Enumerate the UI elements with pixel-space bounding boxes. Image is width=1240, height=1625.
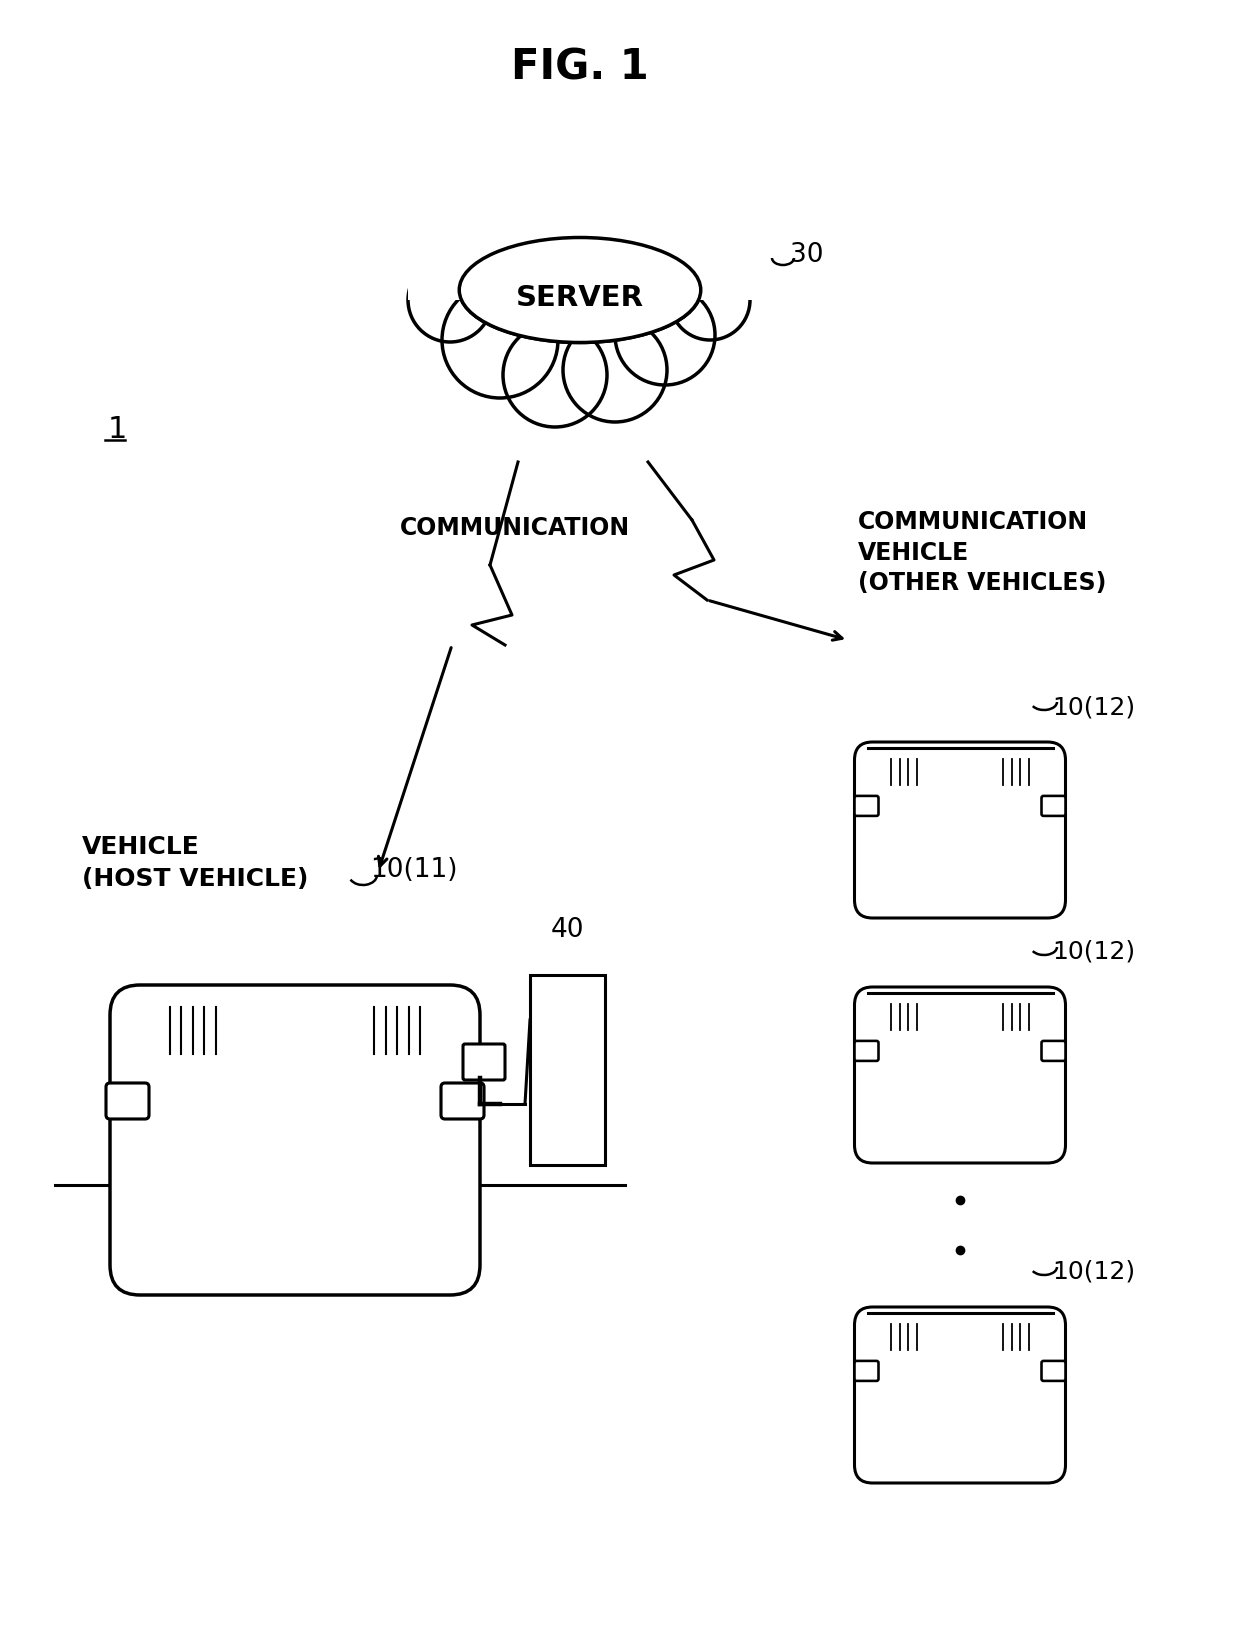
FancyBboxPatch shape: [1042, 796, 1065, 816]
Ellipse shape: [459, 237, 701, 343]
FancyBboxPatch shape: [882, 752, 926, 791]
Text: 1: 1: [108, 416, 128, 445]
FancyBboxPatch shape: [854, 986, 1065, 1164]
Circle shape: [503, 323, 608, 427]
FancyBboxPatch shape: [854, 1042, 878, 1061]
FancyBboxPatch shape: [994, 998, 1038, 1037]
FancyBboxPatch shape: [854, 1360, 878, 1381]
FancyBboxPatch shape: [463, 1043, 505, 1081]
FancyBboxPatch shape: [994, 752, 1038, 791]
FancyBboxPatch shape: [854, 743, 1065, 918]
FancyBboxPatch shape: [110, 985, 480, 1295]
FancyBboxPatch shape: [882, 1318, 926, 1355]
Text: 10(11): 10(11): [370, 856, 458, 882]
FancyBboxPatch shape: [882, 998, 926, 1037]
Circle shape: [615, 284, 715, 385]
Bar: [529, 975, 605, 1165]
FancyBboxPatch shape: [1042, 1042, 1065, 1061]
FancyBboxPatch shape: [441, 1082, 484, 1120]
Text: 30: 30: [790, 242, 823, 268]
Ellipse shape: [459, 237, 701, 343]
Text: 10(12): 10(12): [1052, 939, 1135, 964]
Text: SERVER: SERVER: [516, 284, 644, 312]
Text: COMMUNICATION: COMMUNICATION: [401, 517, 630, 540]
FancyBboxPatch shape: [105, 1082, 149, 1120]
Bar: [408, 188, 753, 301]
FancyBboxPatch shape: [157, 998, 228, 1061]
Circle shape: [441, 283, 558, 398]
FancyBboxPatch shape: [854, 796, 878, 816]
Text: FIG. 1: FIG. 1: [511, 47, 649, 89]
Text: 10(12): 10(12): [1052, 696, 1135, 718]
Text: 40: 40: [551, 916, 584, 942]
Text: COMMUNICATION
VEHICLE
(OTHER VEHICLES): COMMUNICATION VEHICLE (OTHER VEHICLES): [858, 510, 1106, 595]
FancyBboxPatch shape: [362, 998, 433, 1061]
Text: 10(12): 10(12): [1052, 1259, 1135, 1284]
Text: VEHICLE
(HOST VEHICLE): VEHICLE (HOST VEHICLE): [82, 835, 309, 890]
Circle shape: [670, 260, 750, 340]
Circle shape: [408, 258, 492, 341]
Circle shape: [563, 318, 667, 422]
FancyBboxPatch shape: [854, 1306, 1065, 1484]
FancyBboxPatch shape: [1042, 1360, 1065, 1381]
FancyBboxPatch shape: [994, 1318, 1038, 1355]
